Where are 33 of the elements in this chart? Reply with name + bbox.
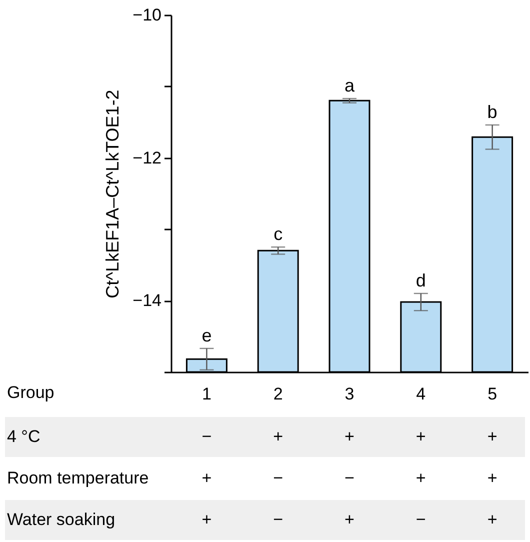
text: − (273, 510, 284, 529)
y-tick-label: −12 (132, 148, 162, 168)
text: + (202, 510, 212, 529)
x-tick-label: 3 (344, 384, 354, 404)
annotation: a (344, 76, 356, 96)
annotation: e (202, 325, 212, 346)
text: − (202, 427, 212, 446)
annotation: b (487, 102, 498, 122)
text: + (416, 468, 426, 488)
text: + (344, 510, 355, 529)
text: + (273, 427, 284, 446)
x-axis-title: Group (7, 383, 54, 402)
x-tick-label: 1 (202, 384, 212, 404)
text: Water soaking (7, 510, 116, 529)
annotation: c (274, 224, 283, 244)
annotation: d (416, 270, 426, 290)
text: − (344, 468, 355, 488)
text: + (487, 468, 498, 488)
text: + (416, 427, 426, 446)
y-tick-label: −14 (132, 291, 162, 310)
text: + (487, 510, 498, 529)
text: − (416, 510, 426, 529)
text: 4 °C (7, 427, 40, 446)
y-axis-title: Ct^LkEF1A–Ct^LkTOE1-2 (102, 90, 123, 298)
x-tick-label: 2 (273, 384, 283, 404)
text: + (344, 427, 355, 446)
text: − (273, 468, 284, 488)
text: + (487, 427, 498, 446)
text: + (202, 468, 212, 488)
x-tick-label: 4 (416, 384, 426, 404)
text: Room temperature (7, 468, 149, 488)
x-tick-label: 5 (488, 384, 498, 404)
y-tick-label: −10 (132, 6, 162, 24)
